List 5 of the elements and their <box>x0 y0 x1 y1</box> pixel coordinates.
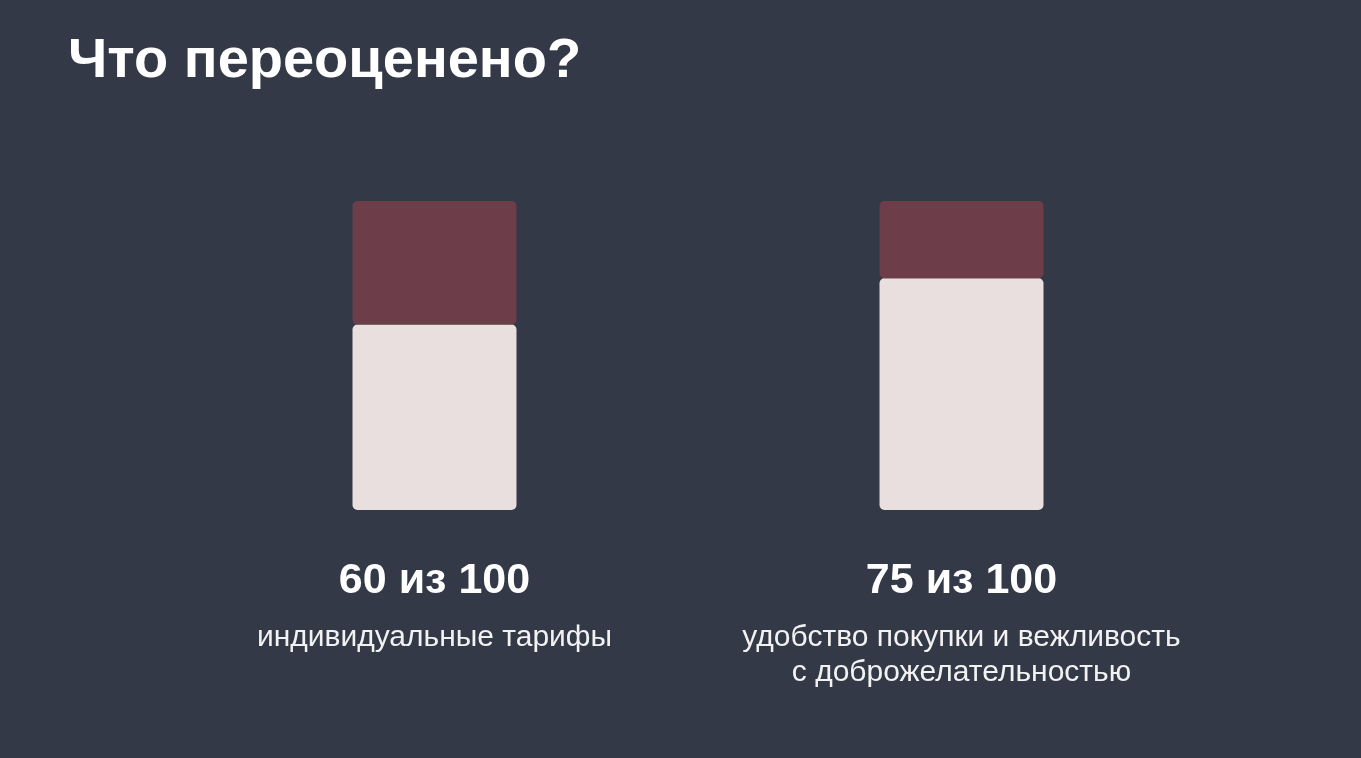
x-tick-label: индивидуальные тарифы <box>256 619 613 652</box>
data-label: 60 из 100 <box>338 553 531 602</box>
chart-title: Что переоценено? <box>68 25 582 89</box>
x-tick-label: удобство покупки и вежливость с доброжелательностью <box>742 619 1181 687</box>
data-label: 75 из 100 <box>865 553 1058 602</box>
